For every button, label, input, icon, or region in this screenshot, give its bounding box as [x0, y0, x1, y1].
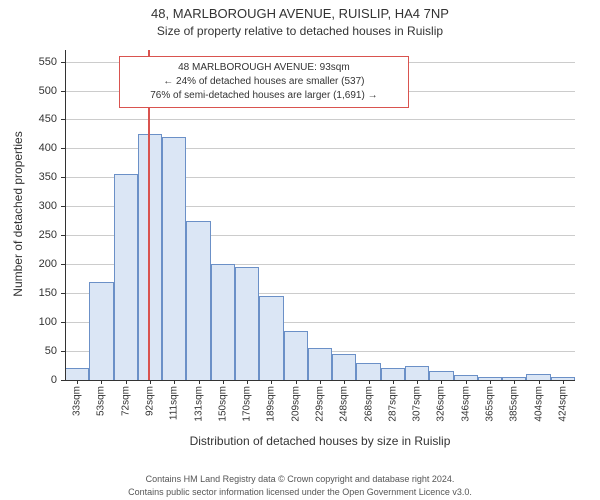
- x-tick-mark: [271, 380, 272, 384]
- gridline-horizontal: [65, 119, 575, 120]
- y-tick-label: 100: [0, 316, 57, 328]
- x-tick-mark: [296, 380, 297, 384]
- plot-area: 48 MARLBOROUGH AVENUE: 93sqm← 24% of det…: [65, 50, 575, 380]
- y-tick-mark: [61, 322, 65, 323]
- x-axis-title: Distribution of detached houses by size …: [65, 434, 575, 448]
- histogram-bar: [235, 267, 259, 380]
- x-tick-label: 53sqm: [96, 386, 107, 416]
- y-axis-line: [65, 50, 66, 380]
- x-tick-label: 268sqm: [363, 386, 374, 422]
- x-tick-label: 385sqm: [509, 386, 520, 422]
- x-tick-label: 287sqm: [387, 386, 398, 422]
- y-tick-mark: [61, 380, 65, 381]
- x-tick-mark: [369, 380, 370, 384]
- x-tick-label: 170sqm: [242, 386, 253, 422]
- y-tick-label: 300: [0, 200, 57, 212]
- x-tick-label: 131sqm: [193, 386, 204, 422]
- x-tick-label: 248sqm: [339, 386, 350, 422]
- x-tick-label: 424sqm: [557, 386, 568, 422]
- x-tick-label: 111sqm: [169, 386, 180, 420]
- histogram-bar: [114, 174, 138, 380]
- x-tick-mark: [344, 380, 345, 384]
- x-tick-mark: [174, 380, 175, 384]
- x-tick-mark: [514, 380, 515, 384]
- x-tick-mark: [490, 380, 491, 384]
- x-tick-label: 307sqm: [412, 386, 423, 422]
- x-tick-mark: [441, 380, 442, 384]
- y-tick-mark: [61, 293, 65, 294]
- histogram-bar: [89, 282, 113, 380]
- x-tick-mark: [77, 380, 78, 384]
- y-tick-label: 350: [0, 171, 57, 183]
- histogram-bar: [211, 264, 235, 380]
- y-tick-label: 500: [0, 85, 57, 97]
- y-axis-title: Number of detached properties: [11, 49, 25, 379]
- footer-line-1: Contains HM Land Registry data © Crown c…: [0, 474, 600, 484]
- chart-title-1: 48, MARLBOROUGH AVENUE, RUISLIP, HA4 7NP: [0, 6, 600, 21]
- x-tick-label: 404sqm: [533, 386, 544, 422]
- footer-line-2: Contains public sector information licen…: [0, 487, 600, 497]
- histogram-bar: [138, 134, 162, 380]
- y-tick-label: 150: [0, 287, 57, 299]
- x-tick-mark: [393, 380, 394, 384]
- x-tick-mark: [150, 380, 151, 384]
- histogram-bar: [284, 331, 308, 380]
- y-tick-mark: [61, 235, 65, 236]
- y-tick-mark: [61, 351, 65, 352]
- annotation-box: 48 MARLBOROUGH AVENUE: 93sqm← 24% of det…: [119, 56, 409, 108]
- y-tick-label: 200: [0, 258, 57, 270]
- y-tick-mark: [61, 264, 65, 265]
- x-tick-label: 326sqm: [436, 386, 447, 422]
- x-tick-mark: [417, 380, 418, 384]
- y-tick-mark: [61, 91, 65, 92]
- y-tick-mark: [61, 177, 65, 178]
- x-tick-label: 72sqm: [120, 386, 131, 416]
- x-tick-mark: [539, 380, 540, 384]
- x-tick-label: 189sqm: [266, 386, 277, 422]
- histogram-bar: [259, 296, 283, 380]
- histogram-bar: [332, 354, 356, 380]
- chart-title-2: Size of property relative to detached ho…: [0, 24, 600, 38]
- y-tick-label: 50: [0, 345, 57, 357]
- y-tick-label: 250: [0, 229, 57, 241]
- x-tick-label: 33sqm: [72, 386, 83, 416]
- x-tick-label: 229sqm: [315, 386, 326, 422]
- x-tick-mark: [320, 380, 321, 384]
- x-tick-mark: [101, 380, 102, 384]
- y-tick-label: 400: [0, 142, 57, 154]
- histogram-bar: [429, 371, 453, 380]
- x-tick-mark: [126, 380, 127, 384]
- y-tick-label: 450: [0, 113, 57, 125]
- histogram-bar: [186, 221, 210, 380]
- x-tick-label: 209sqm: [290, 386, 301, 422]
- y-tick-label: 0: [0, 374, 57, 386]
- x-tick-label: 346sqm: [460, 386, 471, 422]
- chart-container: 48, MARLBOROUGH AVENUE, RUISLIP, HA4 7NP…: [0, 0, 600, 500]
- x-tick-label: 150sqm: [217, 386, 228, 422]
- x-tick-mark: [563, 380, 564, 384]
- histogram-bar: [356, 363, 380, 380]
- histogram-bar: [381, 368, 405, 380]
- y-tick-mark: [61, 148, 65, 149]
- y-tick-mark: [61, 119, 65, 120]
- x-tick-label: 365sqm: [485, 386, 496, 422]
- annotation-line: ← 24% of detached houses are smaller (53…: [120, 75, 408, 89]
- x-tick-mark: [199, 380, 200, 384]
- x-tick-mark: [223, 380, 224, 384]
- x-tick-mark: [247, 380, 248, 384]
- histogram-bar: [65, 368, 89, 380]
- x-tick-label: 92sqm: [145, 386, 156, 416]
- histogram-bar: [308, 348, 332, 380]
- y-tick-mark: [61, 62, 65, 63]
- x-tick-mark: [466, 380, 467, 384]
- annotation-line: 48 MARLBOROUGH AVENUE: 93sqm: [120, 61, 408, 75]
- annotation-line: 76% of semi-detached houses are larger (…: [120, 89, 408, 103]
- y-tick-label: 550: [0, 56, 57, 68]
- histogram-bar: [162, 137, 186, 380]
- y-tick-mark: [61, 206, 65, 207]
- histogram-bar: [405, 366, 429, 380]
